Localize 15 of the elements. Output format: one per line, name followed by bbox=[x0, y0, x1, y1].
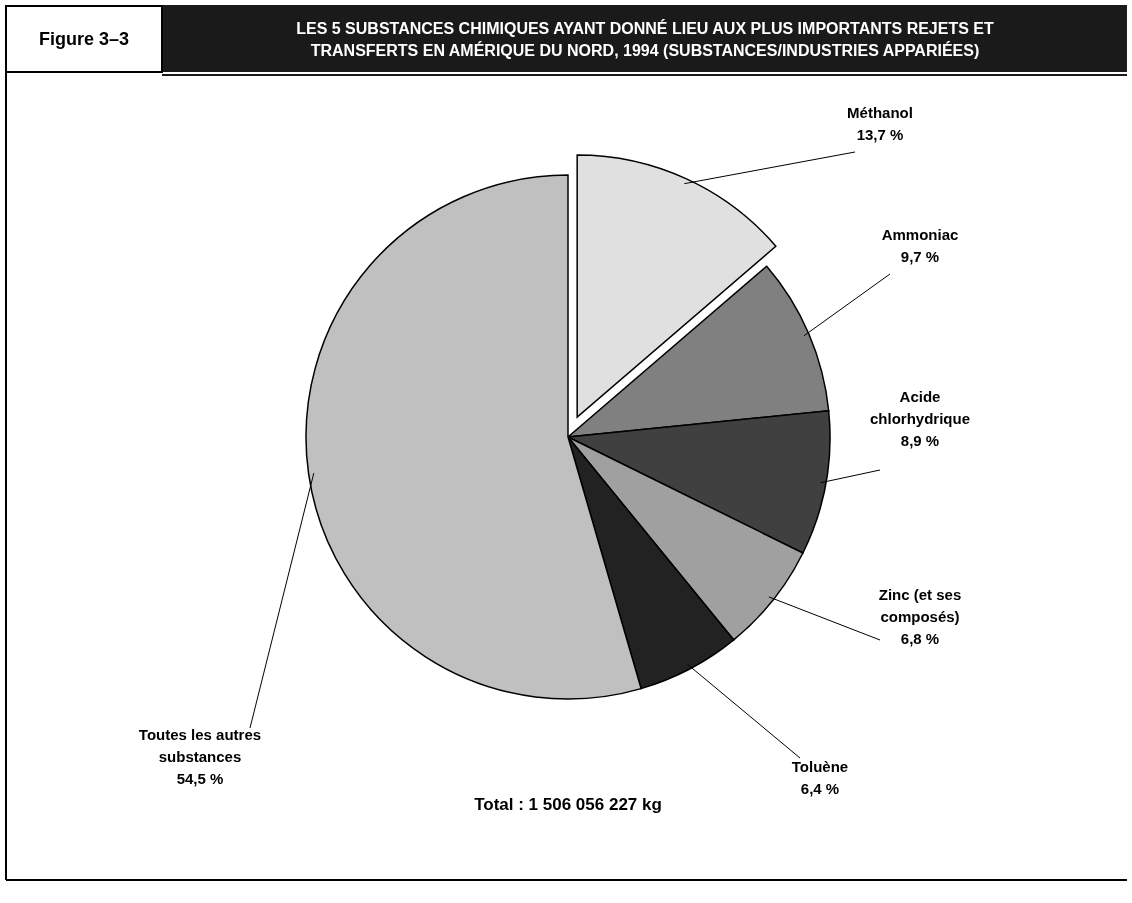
slice-label: Zinc (et ses composés) bbox=[878, 586, 962, 625]
slice-label: Toutes les autres substances bbox=[138, 726, 262, 765]
data-label: 8,9 % bbox=[900, 432, 940, 449]
chart-title: LES 5 SUBSTANCES CHIMIQUES AYANT DONNÉ LIEU AUX PLUS IMPORTANTS REJETS ET TRANSFERTS EN AMÉRIQUE DU NORD, 1994 (SUBSTANCES/INDUSTRIES APPARIÉES) bbox=[296, 19, 995, 59]
chart-subtitle: Figure 3–3 bbox=[38, 29, 130, 49]
slice-label: Acide chlorhydrique bbox=[869, 388, 971, 427]
text: Total : 1 506 056 227 kg bbox=[474, 795, 662, 814]
data-label: 6,8 % bbox=[900, 630, 940, 647]
data-label: 13,7 % bbox=[856, 126, 904, 143]
slice-label: Ammoniac bbox=[881, 226, 959, 243]
data-label: 54,5 % bbox=[176, 770, 224, 787]
data-label: 9,7 % bbox=[900, 248, 940, 265]
data-label: 6,4 % bbox=[800, 780, 840, 797]
slice-label: Toluène bbox=[791, 758, 849, 775]
slice-label: Méthanol bbox=[847, 104, 913, 121]
